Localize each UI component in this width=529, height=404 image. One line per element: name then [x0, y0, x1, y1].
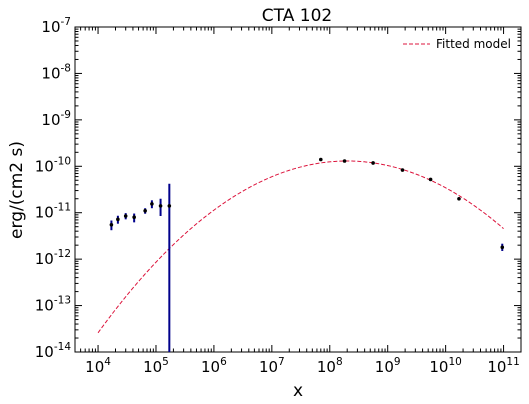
data-point: [428, 177, 433, 182]
y-tick-label: 10-10: [35, 155, 71, 175]
data-point: [150, 202, 154, 206]
data-point: [318, 157, 323, 162]
x-tick-label: 1011: [487, 356, 519, 376]
plot-frame: [74, 26, 522, 353]
x-tick-label: 105: [143, 356, 169, 376]
y-tick-label: 10-14: [35, 341, 72, 361]
data-point: [342, 159, 347, 163]
chart-title: CTA 102: [262, 6, 332, 26]
x-tick-label: 1010: [429, 356, 461, 376]
data-point: [123, 214, 128, 218]
y-tick-label: 10-11: [35, 202, 71, 222]
y-tick-label: 10-13: [35, 295, 71, 315]
data-point: [371, 161, 375, 165]
y-tick-label: 10-9: [41, 109, 71, 129]
y-tick-label: 10-8: [41, 62, 71, 82]
y-tick-label: 10-12: [35, 248, 71, 268]
data-point: [116, 217, 120, 222]
legend: Fitted model: [403, 37, 511, 51]
data-point: [143, 208, 147, 213]
data-point: [132, 215, 136, 220]
data-point: [500, 245, 505, 250]
x-tick-label: 108: [317, 356, 343, 376]
x-tick-label: 104: [85, 356, 111, 376]
x-tick-label: 106: [201, 356, 227, 376]
x-tick-label: 109: [375, 356, 401, 376]
data-point: [167, 204, 172, 208]
data-point: [109, 222, 114, 227]
x-tick-label: 107: [259, 356, 285, 376]
legend-model-label: Fitted model: [436, 37, 511, 51]
y-axis-label: erg/(cm2 s): [7, 141, 27, 239]
data-point: [457, 196, 461, 201]
x-axis-label: x: [293, 381, 303, 401]
y-tick-label: 10-7: [41, 16, 71, 36]
data-point: [158, 204, 163, 208]
fitted-model-line: [97, 160, 504, 334]
data-point: [400, 168, 405, 172]
